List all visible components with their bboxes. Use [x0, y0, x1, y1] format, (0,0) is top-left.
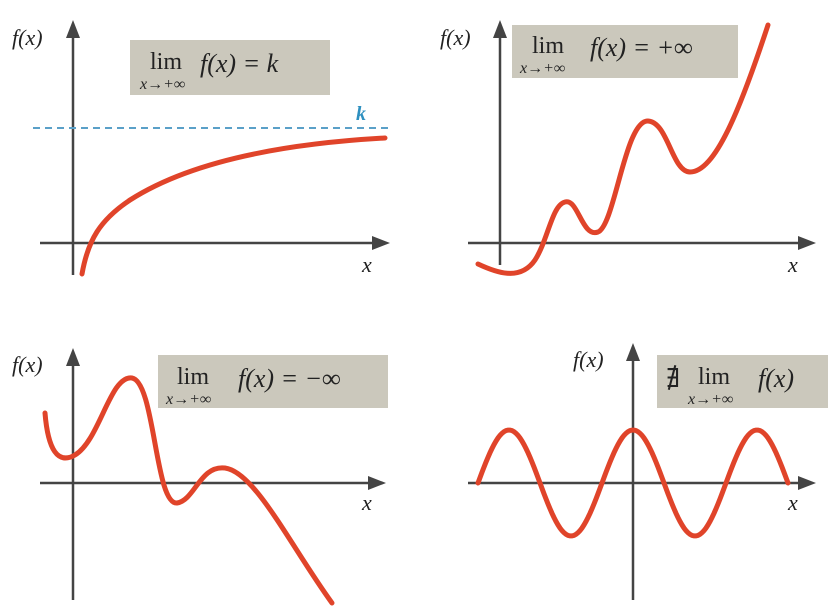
y-label: f(x)	[12, 352, 43, 377]
x-label: x	[787, 252, 798, 277]
y-label: f(x)	[12, 25, 43, 50]
arrow	[66, 20, 80, 38]
arrow	[798, 476, 816, 490]
lim: lim	[532, 33, 564, 59]
panel: lim x→+∞ f(x) = +∞ f(x) x	[440, 20, 816, 277]
panel: lim x→+∞ f(x) = −∞ f(x) x	[12, 348, 388, 606]
formula-box	[512, 25, 738, 78]
panel: ∄ lim x→+∞ f(x) f(x) x	[468, 343, 828, 600]
curve	[475, 427, 791, 539]
lim: lim	[177, 364, 209, 390]
subscript: x→+∞	[165, 391, 211, 408]
expression: f(x) = k	[200, 49, 279, 78]
arrow	[493, 20, 507, 38]
x-label: x	[361, 252, 372, 277]
expression: f(x)	[758, 364, 794, 393]
formula-box	[158, 355, 388, 408]
curve	[475, 22, 771, 276]
subscript: x→+∞	[519, 60, 565, 77]
subscript: x→+∞	[139, 76, 185, 93]
curve	[42, 375, 335, 606]
subscript: x→+∞	[687, 391, 733, 408]
arrow	[368, 476, 386, 490]
x-label: x	[787, 490, 798, 515]
formula-box	[657, 355, 828, 408]
arrow	[372, 236, 390, 250]
lim: lim	[698, 364, 730, 390]
lim: lim	[150, 49, 182, 75]
prefix: ∄	[666, 364, 680, 393]
y-label: f(x)	[573, 347, 604, 372]
arrow	[626, 343, 640, 361]
asymptote-label: k	[356, 103, 366, 125]
x-label: x	[361, 490, 372, 515]
y-label: f(x)	[440, 25, 471, 50]
curve	[79, 135, 388, 277]
expression: f(x) = −∞	[238, 364, 341, 393]
expression: f(x) = +∞	[590, 33, 693, 62]
arrow	[798, 236, 816, 250]
panel: k lim x→+∞ f(x) = k f(x) x	[12, 20, 390, 277]
arrow	[66, 348, 80, 366]
formula-box	[130, 40, 330, 95]
